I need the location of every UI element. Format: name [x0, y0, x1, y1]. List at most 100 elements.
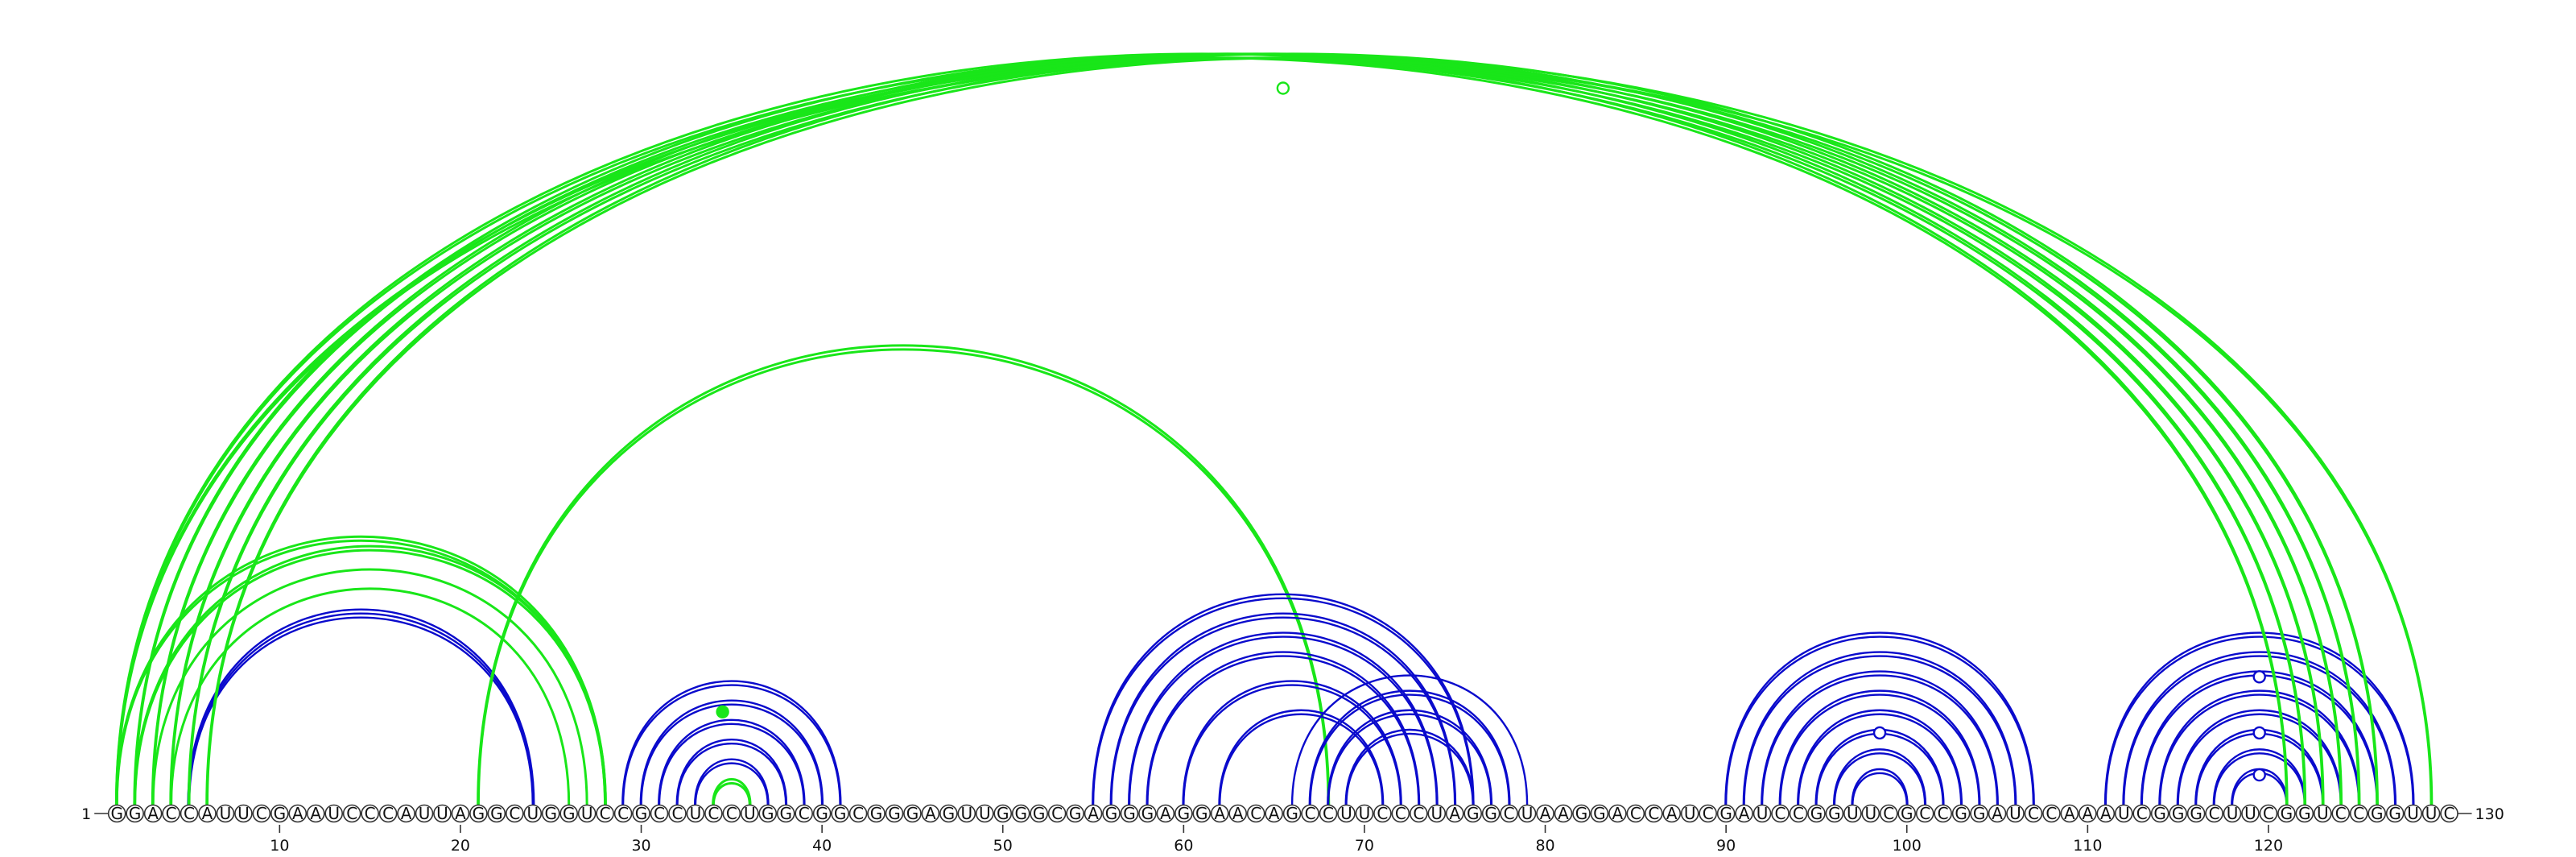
nucleotide: A: [1554, 804, 1573, 823]
nucleotide-letter: C: [671, 804, 683, 823]
base-pair-arc-62-71: [1219, 713, 1384, 805]
base-pair-arc-91-106: [1742, 651, 2017, 805]
nucleotide-letter: A: [455, 804, 466, 823]
nucleotide: U: [523, 804, 543, 823]
base-pair-arc-112-127: [2122, 651, 2397, 805]
base-pair-arc-31-39: [658, 722, 805, 805]
nucleotide: A: [143, 804, 163, 823]
arc-marker: [2252, 768, 2266, 782]
nucleotide: C: [1047, 804, 1067, 823]
nucleotide-letter: A: [292, 804, 303, 823]
nucleotide: G: [632, 804, 650, 823]
base-pair-arc-67-78: [1309, 693, 1510, 805]
nucleotide-letter: G: [1178, 804, 1191, 823]
base-pair-arc-66-79: [1290, 674, 1529, 805]
axis-tick-label: 100: [1893, 837, 1922, 855]
nucleotide-letter: C: [799, 804, 810, 823]
base-pair-arc-92-105: [1761, 674, 1999, 805]
nucleotide-letter: G: [1973, 804, 1986, 823]
nucleotide-letter: G: [888, 804, 901, 823]
arc-markers: [716, 81, 2266, 782]
nucleotide-letter: A: [401, 804, 412, 823]
base-pair-arc-4-124: [169, 52, 2343, 805]
nucleotide-letter: C: [2263, 804, 2274, 823]
nucleotide: G: [1192, 804, 1212, 823]
nucleotide: A: [2079, 804, 2097, 823]
nucleotide-letter: C: [1413, 804, 1424, 823]
nucleotide-letter: C: [852, 804, 864, 823]
base-pair-arc-56-75: [1110, 616, 1456, 805]
nucleotide-letter: G: [834, 804, 847, 823]
nucleotide-letter: G: [1828, 804, 1841, 823]
base-pair-arc-96-101: [1833, 752, 1926, 805]
nucleotide: U: [1517, 804, 1537, 823]
nucleotide-letter: G: [1069, 804, 1082, 823]
nucleotide-letter: C: [1703, 804, 1714, 823]
nucleotide-letter: G: [2298, 804, 2311, 823]
nucleotide-letter: G: [2281, 804, 2293, 823]
axis-tick-label: 20: [451, 837, 470, 855]
nucleotide-letter: U: [1684, 804, 1696, 823]
nucleotide-letter: C: [1793, 804, 1804, 823]
axis-tick-label: 70: [1355, 837, 1374, 855]
nucleotide-letter: U: [2244, 804, 2256, 823]
nucleotide: A: [1265, 804, 1283, 823]
axis-tick-label: 90: [1716, 837, 1736, 855]
nucleotide: C: [180, 804, 199, 823]
nucleotide-letter: G: [1195, 804, 1208, 823]
nucleotide: U: [2421, 804, 2441, 823]
nucleotide: G: [2150, 804, 2169, 823]
nucleotide: U: [1427, 804, 1447, 823]
nucleotide-letter: C: [509, 804, 520, 823]
nucleotide: U: [234, 804, 253, 823]
nucleotide-letter: G: [1141, 804, 1154, 823]
base-pair-arc-57-74: [1128, 631, 1439, 805]
nucleotide-letter: A: [1992, 804, 2003, 823]
base-pair-arc-34-36: [712, 778, 752, 805]
nucleotide: C: [162, 804, 180, 823]
nucleotide: C: [1391, 804, 1410, 823]
nucleotide-letter: G: [762, 804, 774, 823]
base-pair-arc-117-122: [2213, 752, 2306, 805]
nucleotide: C: [1771, 804, 1790, 823]
base-pair-arc-2-122: [134, 56, 2306, 805]
nucleotide: G: [1066, 804, 1084, 823]
nucleotide-letter: C: [1051, 804, 1063, 823]
base-pair-arc-4-124: [170, 56, 2343, 805]
nucleotide: U: [415, 804, 434, 823]
nucleotide-letter: G: [870, 804, 883, 823]
nucleotide: G: [2295, 804, 2314, 823]
nucleotide-letter: A: [2100, 804, 2112, 823]
nucleotide: G: [1590, 804, 1609, 823]
nucleotide-letter: A: [2064, 804, 2075, 823]
nucleotide-letter: U: [581, 804, 593, 823]
base-pair-arc-21-68: [477, 348, 1330, 805]
nucleotide: G: [758, 804, 778, 823]
nucleotide: A: [1988, 804, 2007, 823]
axis-tick-label: 50: [993, 837, 1013, 855]
nucleotide: U: [2314, 804, 2332, 823]
nucleotide: U: [2404, 804, 2422, 823]
arc-marker: [2252, 726, 2266, 740]
nucleotide-letter: G: [129, 804, 142, 823]
base-pair-arc-30-40: [639, 699, 824, 805]
nucleotide-letter: A: [1558, 804, 1569, 823]
nucleotide-letter: G: [544, 804, 557, 823]
nucleotide: A: [921, 804, 940, 823]
arc-marker: [716, 705, 729, 718]
nucleotide: G: [831, 804, 849, 823]
nucleotide-letter: C: [2046, 804, 2057, 823]
base-pair-arc-114-125: [2158, 689, 2361, 805]
nucleotide-letter: A: [1739, 804, 1750, 823]
nucleotide-letter: A: [1666, 804, 1678, 823]
nucleotide-letter: G: [1014, 804, 1027, 823]
nucleotide: G: [469, 804, 488, 823]
nucleotide-letter: G: [1575, 804, 1588, 823]
nucleotide-letter: U: [1430, 804, 1443, 823]
base-pair-arc-30-40: [640, 703, 824, 805]
nucleotide-letter: C: [2353, 804, 2364, 823]
nucleotide-letter: G: [490, 804, 503, 823]
nucleotide: A: [2096, 804, 2116, 823]
